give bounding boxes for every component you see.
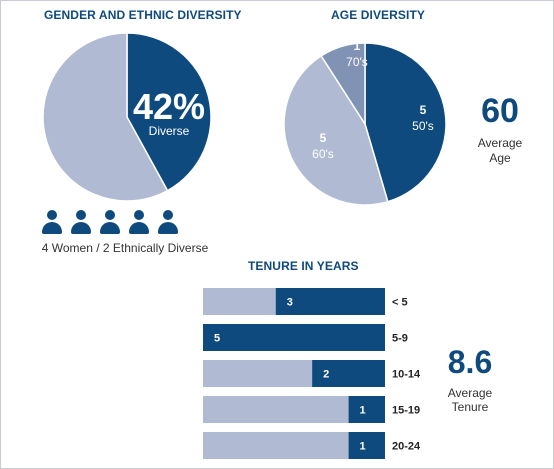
average-tenure-label-line1: Average (447, 386, 493, 400)
tenure-category-label: 5-9 (392, 333, 408, 345)
people-icons (42, 210, 178, 234)
age-slice-decade-label: 60's (312, 147, 334, 161)
tenure-category-label: 10-14 (392, 369, 421, 381)
tenure-bar (275, 288, 385, 315)
tenure-bar-value-label: 2 (323, 369, 329, 381)
tenure-category-label: < 5 (392, 297, 408, 309)
person-icon (100, 210, 120, 234)
tenure-bar (348, 432, 385, 459)
age-slice-count-label: 5 (420, 103, 427, 117)
tenure-bar-value-label: 1 (360, 405, 366, 417)
average-tenure-label-line2: Tenure (451, 400, 489, 414)
average-tenure-value: 8.6 (447, 344, 493, 380)
average-age-value: 60 (481, 92, 519, 130)
tenure-bar (312, 360, 385, 387)
age-slice-1 (283, 54, 389, 206)
age-slice-2 (320, 42, 366, 127)
age-diversity-title: AGE DIVERSITY (331, 8, 425, 22)
person-icon (42, 210, 62, 234)
tenure-category-label: 15-19 (392, 405, 420, 417)
gender-slice-0 (126, 32, 212, 192)
gender-caption: 4 Women / 2 Ethnically Diverse (41, 241, 209, 255)
person-icon (71, 210, 91, 234)
age-slice-count-label: 5 (320, 131, 327, 145)
tenure-bar-value-label: 1 (360, 441, 366, 453)
average-age-label-line1: Average (477, 136, 523, 150)
average-age-label-line2: Age (489, 151, 511, 165)
tenure-bar (203, 324, 385, 351)
gender-slice-1 (42, 32, 169, 202)
tenure-bar-value-label: 3 (287, 297, 293, 309)
age-slice-count-label: 1 (354, 39, 361, 53)
tenure-title: TENURE IN YEARS (248, 259, 359, 273)
person-icon (158, 210, 178, 234)
gender-diversity-title: GENDER AND ETHNIC DIVERSITY (44, 8, 242, 22)
age-slice-decade-label: 70's (346, 55, 368, 69)
person-icon (129, 210, 149, 234)
age-slice-decade-label: 50's (412, 119, 434, 133)
age-slice-0 (364, 42, 447, 203)
tenure-category-label: 20-24 (392, 441, 421, 453)
gender-percent-value: 42% (132, 86, 206, 127)
tenure-bar (348, 396, 385, 423)
tenure-bar-value-label: 5 (214, 333, 220, 345)
gender-percent-caption: Diverse (148, 124, 190, 138)
